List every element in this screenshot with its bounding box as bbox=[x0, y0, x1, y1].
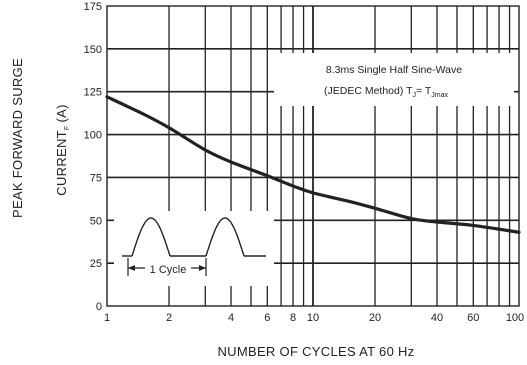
annotation-text-mid: = T bbox=[416, 85, 432, 97]
x-tick-label: 6 bbox=[264, 312, 270, 324]
tick-labels: 0 25 50 75 100 125 150 175 1 2 4 6 8 10 20 40 60 100 bbox=[84, 1, 525, 324]
y-axis-label-subscript: F bbox=[64, 126, 71, 131]
y-tick-label: 125 bbox=[84, 87, 102, 99]
y-tick-label: 175 bbox=[84, 1, 102, 13]
y-tick-label: 50 bbox=[90, 215, 102, 227]
x-tick-label: 20 bbox=[369, 312, 381, 324]
x-tick-label: 40 bbox=[431, 312, 443, 324]
annotation-box bbox=[274, 53, 514, 106]
annotation-line-2: (JEDEC Method) TJ= TJmax bbox=[324, 85, 449, 99]
waveform-inset-background bbox=[114, 211, 274, 286]
y-axis-label-current: CURRENT bbox=[54, 130, 69, 196]
annotation-text-prefix: (JEDEC Method) T bbox=[324, 85, 413, 97]
one-cycle-label: 1 Cycle bbox=[150, 264, 187, 276]
x-tick-label: 1 bbox=[104, 312, 110, 324]
x-tick-label: 2 bbox=[166, 312, 172, 324]
y-tick-label: 75 bbox=[90, 172, 102, 184]
y-tick-label: 25 bbox=[90, 258, 102, 270]
x-tick-label: 100 bbox=[506, 312, 524, 324]
annotation-line-1: 8.3ms Single Half Sine-Wave bbox=[326, 64, 462, 76]
waveform-pulse-1 bbox=[131, 217, 171, 257]
y-axis-label-unit: (A) bbox=[54, 104, 69, 122]
x-axis-label: NUMBER OF CYCLES AT 60 Hz bbox=[217, 344, 414, 359]
y-axis-label-line-2: CURRENTF (A) bbox=[54, 104, 71, 195]
annotation-subscript-jmax: Jmax bbox=[431, 92, 448, 99]
y-axis-label-line-1: PEAK FORWARD SURGE bbox=[10, 58, 25, 218]
surge-curve-line bbox=[105, 95, 521, 234]
plot-frame bbox=[106, 5, 520, 307]
cycle-arrow-head-left bbox=[128, 265, 135, 271]
annotation-subscript-j: J bbox=[412, 92, 416, 99]
x-tick-label: 4 bbox=[228, 312, 234, 324]
cycle-arrow-head-right bbox=[199, 265, 206, 271]
y-tick-label: 100 bbox=[84, 130, 102, 142]
y-tick-label: 150 bbox=[84, 44, 102, 56]
waveform-pulse-2 bbox=[205, 217, 245, 257]
cycle-label-background bbox=[145, 263, 191, 275]
x-tick-label: 8 bbox=[290, 312, 296, 324]
y-tick-label: 0 bbox=[96, 301, 102, 313]
x-tick-label: 10 bbox=[307, 312, 319, 324]
waveform-inset bbox=[114, 211, 274, 286]
x-tick-label: 60 bbox=[467, 312, 479, 324]
